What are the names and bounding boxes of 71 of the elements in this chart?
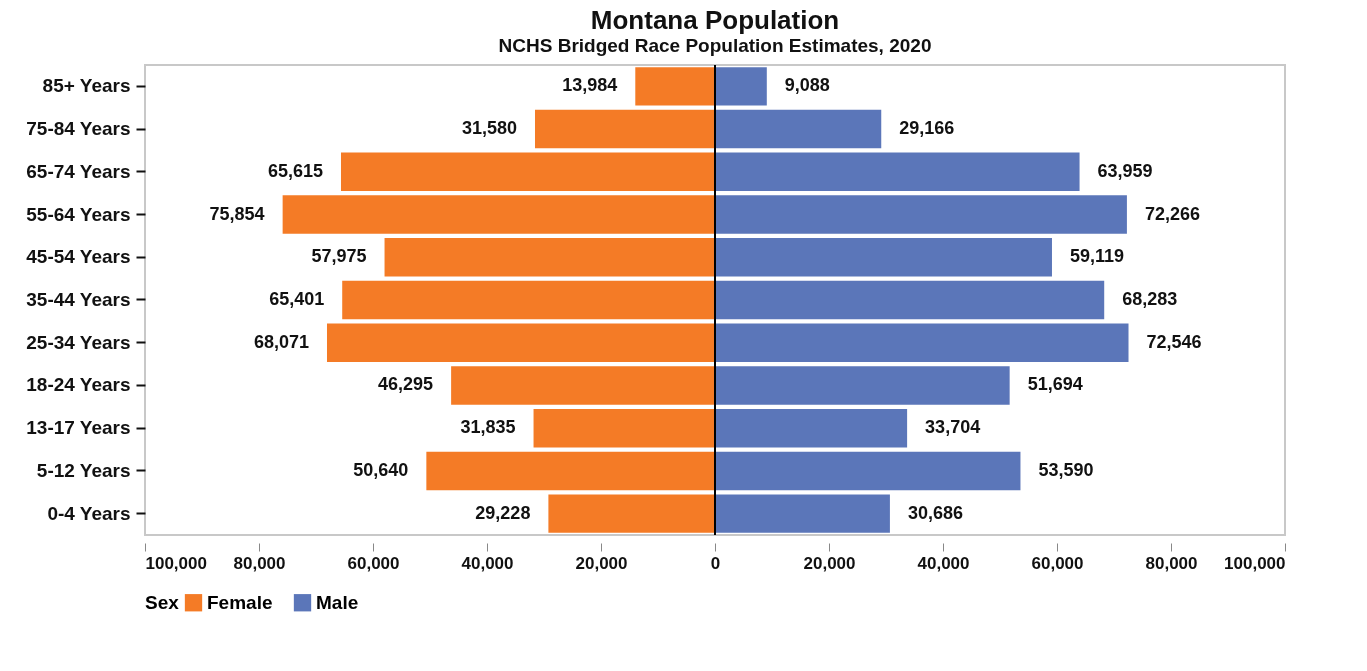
y-tick-label: 55-64 Years [26, 203, 131, 225]
bar [282, 195, 715, 234]
y-tick-label: 0-4 Years [47, 502, 131, 524]
data-label: 65,401 [269, 289, 325, 309]
data-label: 75,854 [209, 203, 265, 224]
data-label: 50,640 [353, 459, 409, 480]
bar [715, 451, 1021, 491]
data-label: 31,835 [460, 417, 516, 438]
bar [426, 451, 715, 491]
bar [340, 152, 715, 192]
x-tick-label: 20,000 [803, 553, 856, 573]
y-tick-label: 5-12 Years [36, 459, 131, 481]
data-label: 51,694 [1027, 374, 1083, 395]
x-tick-label: 100,000 [1224, 553, 1286, 573]
x-tick-label: 60,000 [1031, 553, 1084, 573]
bar [715, 366, 1010, 405]
bar [715, 109, 882, 149]
data-label: 9,088 [784, 75, 830, 96]
y-tick-label: 45-54 Years [26, 246, 131, 268]
chart-title: Montana Population [590, 5, 840, 35]
bar [715, 67, 767, 106]
bar [533, 408, 715, 448]
legend-label: Male [316, 591, 359, 613]
x-tick-label: 40,000 [461, 553, 514, 573]
bar [534, 109, 715, 149]
x-tick-label: 80,000 [233, 553, 286, 573]
bar [384, 238, 715, 277]
x-tick-label: 20,000 [575, 553, 628, 573]
bar [548, 494, 715, 533]
legend-label: Female [207, 591, 273, 613]
bar [715, 238, 1052, 277]
data-label: 72,546 [1146, 331, 1202, 352]
y-tick-label: 18-24 Years [26, 374, 131, 396]
data-label: 31,580 [461, 118, 517, 139]
data-label: 30,686 [907, 502, 963, 523]
y-tick-label: 25-34 Years [26, 331, 131, 353]
data-label: 53,590 [1038, 459, 1094, 480]
x-tick-label: 40,000 [917, 553, 970, 573]
bar [715, 323, 1129, 362]
x-tick-label: 60,000 [347, 553, 400, 573]
bar [635, 67, 715, 106]
bar [451, 366, 715, 405]
data-label: 72,266 [1144, 203, 1200, 224]
bar [342, 280, 715, 320]
data-label: 46,295 [378, 374, 434, 395]
data-label: 63,959 [1097, 160, 1153, 181]
data-label: 68,283 [1122, 289, 1178, 309]
bar [715, 152, 1080, 192]
data-label: 13,984 [562, 75, 618, 96]
data-label: 65,615 [267, 160, 323, 181]
x-tick-label: 100,000 [145, 553, 207, 573]
bar [715, 494, 890, 533]
x-tick-label: 0 [710, 553, 721, 573]
legend-title: Sex [145, 592, 180, 613]
x-tick-label: 80,000 [1145, 553, 1198, 573]
data-label: 29,228 [475, 502, 531, 523]
data-label: 33,704 [925, 417, 981, 438]
y-tick-label: 65-74 Years [26, 160, 131, 182]
chart-subtitle: NCHS Bridged Race Population Estimates, 2020 [498, 35, 932, 56]
y-tick-label: 35-44 Years [26, 289, 131, 310]
data-label: 59,119 [1069, 246, 1125, 267]
bar [715, 408, 908, 448]
data-label: 68,071 [253, 331, 309, 352]
y-tick-label: 85+ Years [42, 75, 131, 97]
y-tick-label: 13-17 Years [26, 417, 131, 439]
data-label: 57,975 [311, 246, 367, 267]
y-tick-label: 75-84 Years [26, 118, 131, 140]
bar [327, 323, 715, 362]
data-label: 29,166 [899, 118, 955, 139]
bar [715, 195, 1127, 234]
bar [715, 280, 1105, 320]
